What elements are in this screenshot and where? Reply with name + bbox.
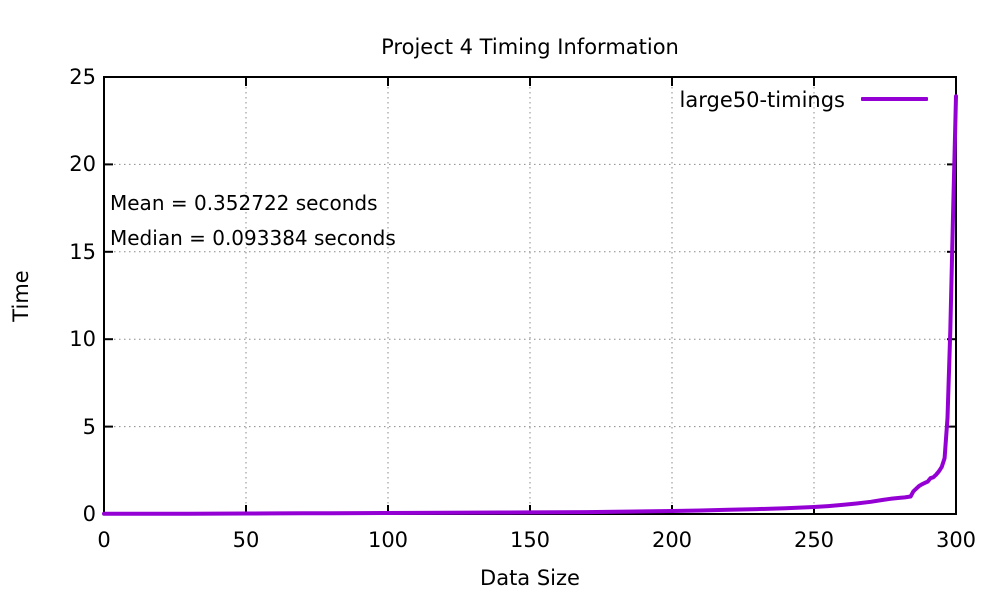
x-tick-label: 250 bbox=[793, 528, 835, 552]
x-tick-label: 50 bbox=[232, 528, 260, 552]
y-tick-label: 0 bbox=[82, 502, 96, 526]
y-tick-label: 15 bbox=[69, 239, 96, 264]
chart-title: Project 4 Timing Information bbox=[381, 35, 679, 59]
mean-annotation: Mean = 0.352722 seconds bbox=[110, 191, 378, 215]
y-tick-label: 10 bbox=[69, 327, 96, 352]
x-tick-label: 150 bbox=[509, 528, 551, 552]
y-tick-label: 5 bbox=[82, 414, 96, 439]
legend-line-sample bbox=[861, 97, 928, 101]
legend-label: large50-timings bbox=[679, 88, 845, 112]
x-tick-label: 0 bbox=[97, 528, 111, 552]
x-axis-label: Data Size bbox=[480, 566, 580, 590]
median-annotation: Median = 0.093384 seconds bbox=[110, 226, 396, 250]
x-tick-label: 300 bbox=[935, 528, 977, 552]
x-tick-label: 100 bbox=[367, 528, 409, 552]
series-line bbox=[102, 94, 958, 516]
y-tick-label: 25 bbox=[69, 65, 96, 89]
x-tick-label: 200 bbox=[651, 528, 693, 552]
y-tick-label: 20 bbox=[69, 152, 96, 177]
